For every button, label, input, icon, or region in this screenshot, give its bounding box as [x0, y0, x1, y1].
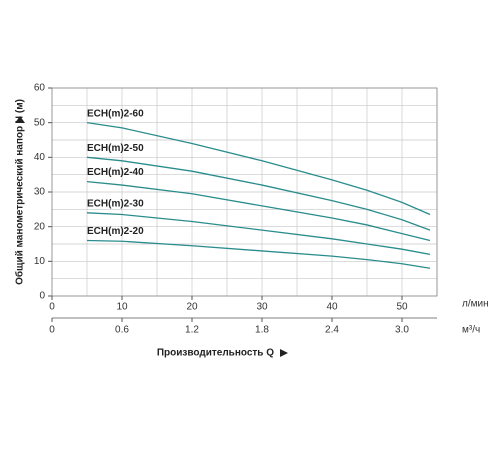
x2-tick-label: 3.0 — [395, 325, 409, 336]
x2-tick-label: 2.4 — [325, 325, 339, 336]
y-tick-label: 20 — [34, 221, 46, 232]
x2-tick-label: 0.6 — [115, 325, 129, 336]
y-tick-label: 10 — [34, 256, 46, 267]
x2-tick-label: 0 — [49, 325, 55, 336]
series-line — [86, 156, 431, 231]
series-line — [86, 180, 431, 242]
series-label: ECH(m)2-50 — [87, 143, 144, 154]
series-label: ECH(m)2-40 — [87, 167, 144, 178]
y-axis-label: Общий манометрический напор Н (м) — [14, 99, 26, 285]
series-label: ECH(m)2-60 — [87, 108, 144, 119]
y-tick-label: 50 — [34, 117, 46, 128]
y-tick-label: 30 — [34, 187, 46, 198]
x-tick-label: 30 — [256, 302, 268, 313]
x-tick-label: 20 — [186, 302, 198, 313]
y-axis-arrow — [15, 116, 25, 123]
series-line — [86, 239, 431, 269]
x-axis-label: Производительность Q — [157, 348, 274, 359]
series-label: ECH(m)2-20 — [87, 226, 144, 237]
x-tick-label: 40 — [326, 302, 338, 313]
x2-tick-label: 1.2 — [185, 325, 199, 336]
series-line — [86, 212, 431, 256]
series-label: ECH(m)2-30 — [87, 198, 144, 209]
x2-unit: м³/ч — [462, 325, 480, 336]
x2-tick-label: 1.8 — [255, 325, 269, 336]
x-tick-label: 50 — [396, 302, 408, 313]
x-unit: л/мин — [462, 299, 489, 310]
series-line — [86, 122, 431, 216]
x-axis-arrow — [280, 349, 288, 357]
y-tick-label: 40 — [34, 152, 46, 163]
y-tick-label: 0 — [39, 291, 45, 302]
y-tick-label: 60 — [34, 83, 46, 94]
x-tick-label: 10 — [116, 302, 128, 313]
x-tick-label: 0 — [49, 302, 55, 313]
